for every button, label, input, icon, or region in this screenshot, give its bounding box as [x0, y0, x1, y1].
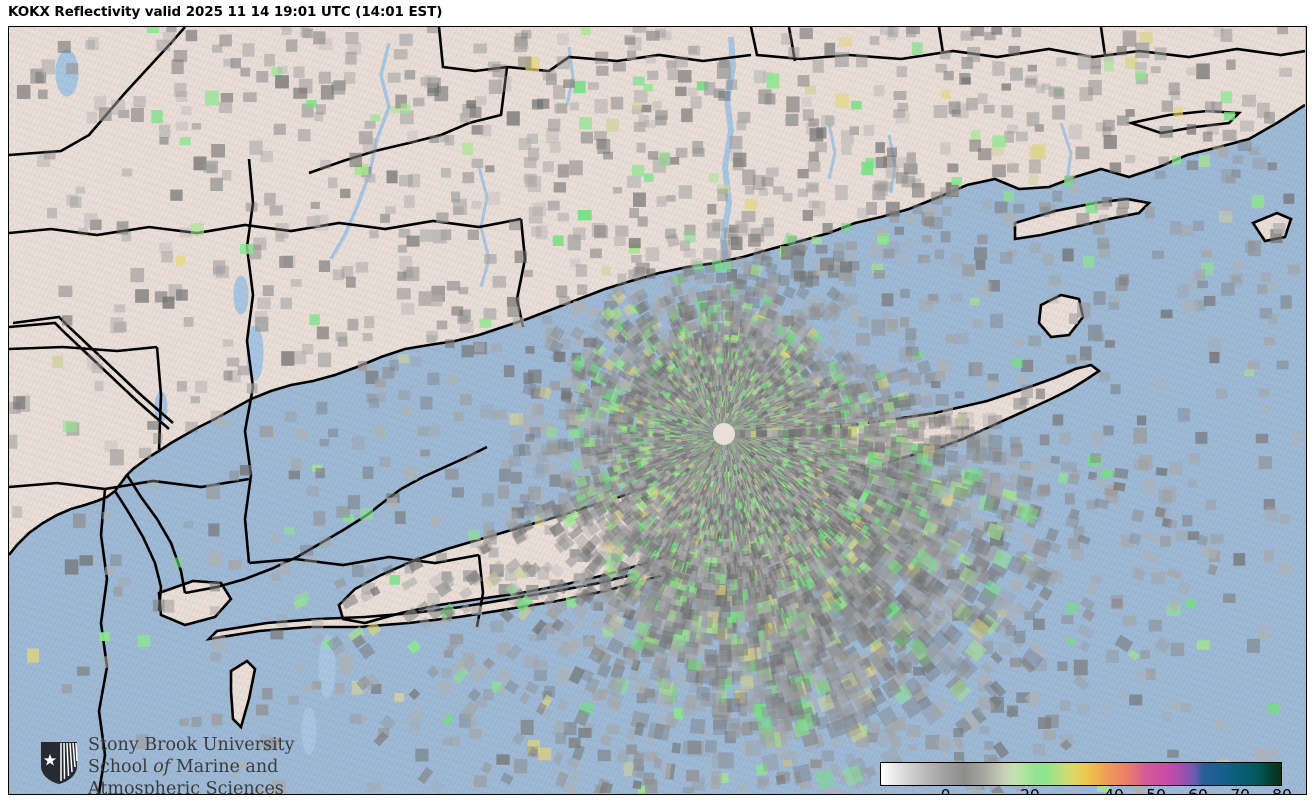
logo-line2-b: Marine and — [170, 757, 279, 777]
colorbar: 0 20 40 50 60 70 80 — [880, 762, 1292, 794]
land-mainland — [9, 27, 1305, 555]
logo-line2-italic: of — [153, 757, 171, 777]
colorbar-ticklabels: 0 20 40 50 60 70 80 — [880, 786, 1292, 794]
colorbar-tick-50: 50 — [1146, 786, 1166, 794]
sbu-logo: Stony Brook University School of Marine … — [39, 734, 294, 794]
colorbar-tick-80: 80 — [1272, 786, 1292, 794]
logo-line-2: School of Marine and — [88, 756, 294, 778]
colorbar-tick-40: 40 — [1104, 786, 1124, 794]
radar-map: Stony Brook University School of Marine … — [9, 27, 1306, 794]
basemap-vector — [9, 27, 1305, 793]
sbu-logo-text: Stony Brook University School of Marine … — [88, 734, 294, 794]
logo-line-3: Atmospheric Sciences — [88, 779, 284, 794]
logo-line-1: Stony Brook University — [88, 735, 295, 755]
colorbar-tick-20: 20 — [1020, 786, 1040, 794]
colorbar-tick-60: 60 — [1188, 786, 1208, 794]
colorbar-gradient — [880, 762, 1282, 786]
colorbar-tick-0: 0 — [941, 786, 951, 794]
colorbar-tick-70: 70 — [1230, 786, 1250, 794]
logo-line2-a: School — [88, 757, 154, 777]
radar-map-frame: Stony Brook University School of Marine … — [8, 26, 1307, 795]
shield-icon — [41, 742, 78, 784]
land-long-island — [339, 365, 1099, 623]
page-title: KOKX Reflectivity valid 2025 11 14 19:01… — [8, 4, 443, 20]
